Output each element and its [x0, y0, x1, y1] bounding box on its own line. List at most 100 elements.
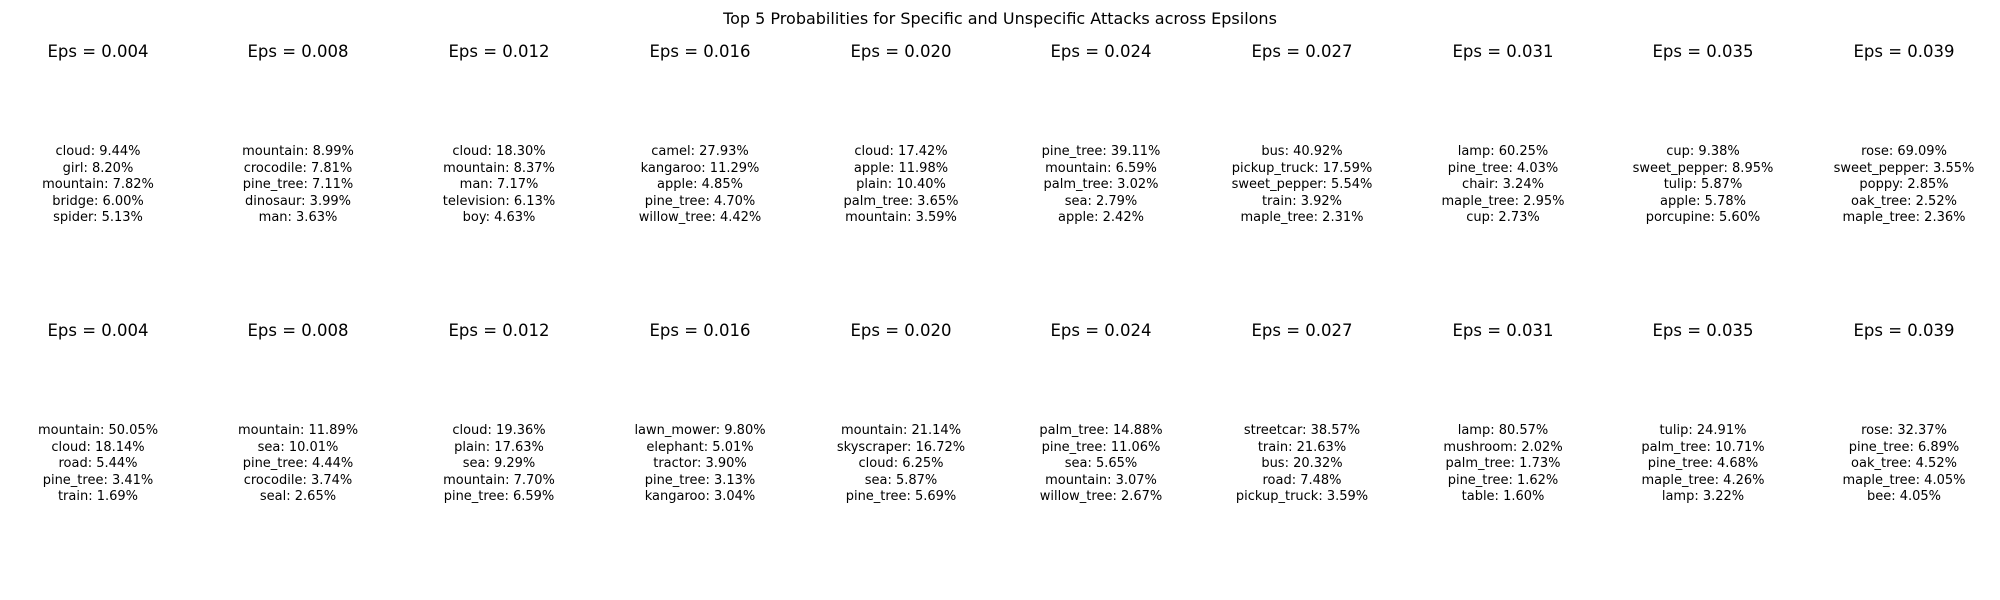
- probability-entry: train: 21.63%: [1257, 439, 1347, 455]
- probability-entry: maple_tree: 2.36%: [1842, 210, 1966, 225]
- probability-entry: pine_tree: 7.11%: [242, 177, 354, 192]
- panel-title: Eps = 0.008: [247, 42, 349, 61]
- probability-entry: mountain: 8.99%: [242, 144, 354, 159]
- probability-entry: table: 1.60%: [1461, 489, 1545, 504]
- probability-entry: mountain: 6.59%: [1045, 160, 1157, 176]
- probability-entry: sea: 9.29%: [462, 456, 536, 471]
- probability-entry: train: 1.69%: [57, 489, 139, 504]
- probability-entry: maple_tree: 4.05%: [1842, 472, 1966, 488]
- probability-entry: pine_tree: 39.11%: [1041, 144, 1161, 159]
- eps-panel: Eps = 0.004 cloud: 9.44% girl: 8.20% mounta…: [3, 42, 193, 282]
- probability-entry: plain: 10.40%: [856, 177, 946, 192]
- probability-entry: mountain: 3.59%: [845, 210, 957, 225]
- probability-entry: boy: 4.63%: [462, 210, 536, 225]
- probability-entry: oak_tree: 2.52%: [1851, 193, 1957, 209]
- probability-entry: sweet_pepper: 8.95%: [1632, 160, 1774, 176]
- probability-entry: mountain: 50.05%: [37, 423, 159, 438]
- probability-entry: pine_tree: 1.62%: [1447, 472, 1559, 488]
- probability-entry: willow_tree: 2.67%: [1039, 489, 1163, 504]
- panel-title: Eps = 0.020: [850, 42, 952, 61]
- probability-entry: camel: 27.93%: [651, 144, 749, 159]
- probability-entry: television: 6.13%: [442, 193, 556, 209]
- probability-entry: sea: 5.65%: [1064, 456, 1138, 471]
- probability-entry: chair: 3.24%: [1462, 177, 1544, 192]
- probability-entry: cloud: 18.14%: [51, 439, 145, 455]
- probability-entry: road: 5.44%: [58, 456, 138, 471]
- probability-entry: road: 7.48%: [1262, 472, 1342, 488]
- probability-list: lamp: 80.57% mushroom: 2.02% palm_tree: 1.…: [1388, 423, 1618, 506]
- probability-entry: seal: 2.65%: [259, 489, 337, 504]
- probability-list: streetcar: 38.57% train: 21.63% bus: 20.32…: [1187, 423, 1417, 506]
- probability-list: lamp: 60.25% pine_tree: 4.03% chair: 3.24%…: [1388, 144, 1618, 227]
- probability-entry: palm_tree: 3.02%: [1043, 177, 1159, 192]
- probability-entry: pine_tree: 3.41%: [42, 472, 154, 488]
- probability-entry: pine_tree: 4.03%: [1447, 160, 1559, 176]
- probability-entry: maple_tree: 2.95%: [1441, 193, 1565, 209]
- probability-entry: sea: 10.01%: [257, 439, 339, 455]
- probability-entry: rose: 32.37%: [1861, 423, 1947, 438]
- probability-entry: pine_tree: 5.69%: [845, 489, 957, 504]
- probability-entry: lamp: 3.22%: [1661, 489, 1745, 504]
- probability-entry: apple: 11.98%: [853, 160, 949, 176]
- probability-entry: tulip: 5.87%: [1663, 177, 1743, 192]
- probability-entry: pine_tree: 4.44%: [242, 456, 354, 471]
- panel-title: Eps = 0.004: [47, 42, 149, 61]
- probability-entry: bee: 4.05%: [1866, 489, 1942, 504]
- eps-panel: Eps = 0.031 lamp: 60.25% pine_tree: 4.03% c…: [1408, 42, 1598, 282]
- probability-entry: mountain: 8.37%: [443, 160, 555, 176]
- probability-list: pine_tree: 39.11% mountain: 6.59% palm_tre…: [986, 144, 1216, 227]
- probability-entry: oak_tree: 4.52%: [1851, 456, 1957, 471]
- probability-list: mountain: 50.05% cloud: 18.14% road: 5.44%…: [0, 423, 213, 506]
- probability-entry: palm_tree: 10.71%: [1641, 439, 1765, 455]
- probability-list: mountain: 21.14% skyscraper: 16.72% cloud:…: [786, 423, 1016, 506]
- probability-entry: sea: 5.87%: [864, 472, 938, 488]
- probability-list: bus: 40.92% pickup_truck: 17.59% sweet_pep…: [1187, 144, 1417, 227]
- probability-entry: cloud: 19.36%: [452, 423, 546, 438]
- panel-title: Eps = 0.024: [1050, 321, 1152, 340]
- probability-entry: crocodile: 7.81%: [243, 160, 353, 176]
- eps-panel: Eps = 0.027 bus: 40.92% pickup_truck: 17.5…: [1207, 42, 1397, 282]
- probability-entry: skyscraper: 16.72%: [836, 439, 966, 455]
- probability-entry: pine_tree: 3.13%: [644, 472, 756, 488]
- probability-entry: pine_tree: 11.06%: [1041, 439, 1161, 455]
- probability-entry: cloud: 6.25%: [858, 456, 944, 471]
- eps-panel: Eps = 0.035 tulip: 24.91% palm_tree: 10.71…: [1608, 321, 1798, 561]
- probability-entry: kangaroo: 3.04%: [644, 489, 756, 504]
- panel-title: Eps = 0.031: [1452, 321, 1554, 340]
- probability-entry: lamp: 80.57%: [1457, 423, 1549, 438]
- panel-title: Eps = 0.004: [47, 321, 149, 340]
- probability-entry: mountain: 3.07%: [1045, 472, 1157, 488]
- probability-entry: porcupine: 5.60%: [1645, 210, 1761, 225]
- probability-entry: rose: 69.09%: [1861, 144, 1947, 159]
- probability-entry: man: 3.63%: [258, 210, 338, 225]
- probability-entry: bus: 40.92%: [1261, 144, 1343, 159]
- eps-panel: Eps = 0.012 cloud: 18.30% mountain: 8.37% m…: [404, 42, 594, 282]
- probability-entry: cloud: 18.30%: [452, 144, 546, 159]
- probability-entry: pine_tree: 4.68%: [1647, 456, 1759, 471]
- panel-row-2: Eps = 0.004 mountain: 50.05% cloud: 18.14%…: [0, 321, 2000, 561]
- probability-entry: mushroom: 2.02%: [1443, 439, 1563, 455]
- probability-entry: elephant: 5.01%: [646, 439, 754, 455]
- eps-panel: Eps = 0.024 pine_tree: 39.11% mountain: 6.…: [1006, 42, 1196, 282]
- probability-list: rose: 32.37% pine_tree: 6.89% oak_tree: 4.…: [1789, 423, 2000, 506]
- probability-entry: mountain: 11.89%: [237, 423, 359, 438]
- probability-entry: bus: 20.32%: [1261, 456, 1343, 471]
- probability-entry: pickup_truck: 17.59%: [1231, 160, 1373, 176]
- probability-entry: lamp: 60.25%: [1457, 144, 1549, 159]
- probability-entry: apple: 4.85%: [657, 177, 743, 192]
- eps-panel: Eps = 0.024 palm_tree: 14.88% pine_tree: 1…: [1006, 321, 1196, 561]
- probability-list: cloud: 18.30% mountain: 8.37% man: 7.17% te…: [384, 144, 614, 227]
- probability-entry: dinosaur: 3.99%: [245, 193, 351, 209]
- probability-list: cloud: 19.36% plain: 17.63% sea: 9.29% moun…: [384, 423, 614, 506]
- panel-title: Eps = 0.027: [1251, 42, 1353, 61]
- probability-entry: palm_tree: 1.73%: [1445, 456, 1561, 471]
- eps-panel: Eps = 0.004 mountain: 50.05% cloud: 18.14%…: [3, 321, 193, 561]
- panel-title: Eps = 0.024: [1050, 42, 1152, 61]
- eps-panel: Eps = 0.016 lawn_mower: 9.80% elephant: 5.…: [605, 321, 795, 561]
- panel-title: Eps = 0.035: [1652, 42, 1754, 61]
- panel-title: Eps = 0.035: [1652, 321, 1754, 340]
- probability-entry: maple_tree: 2.31%: [1240, 210, 1364, 225]
- panel-title: Eps = 0.012: [448, 42, 550, 61]
- probability-entry: apple: 2.42%: [1058, 210, 1144, 225]
- probability-entry: girl: 8.20%: [62, 160, 134, 176]
